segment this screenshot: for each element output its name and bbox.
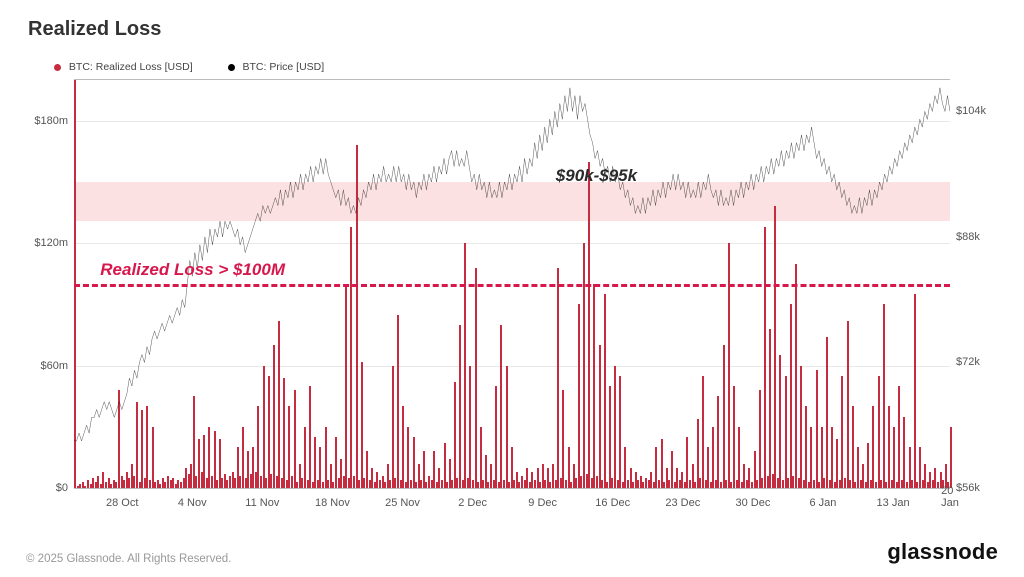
brand-logo: glassnode bbox=[887, 539, 998, 565]
y-left-label: $180m bbox=[26, 115, 68, 127]
y-right-label: $104k bbox=[956, 105, 998, 117]
y-right-label: $88k bbox=[956, 231, 998, 243]
y-right-label: $56k bbox=[956, 482, 998, 494]
x-label: 23 Dec bbox=[665, 497, 700, 509]
x-label: 20 Jan bbox=[941, 485, 959, 509]
x-label: 6 Jan bbox=[810, 497, 837, 509]
legend-swatch-price bbox=[228, 64, 235, 71]
x-label: 28 Oct bbox=[106, 497, 138, 509]
x-label: 25 Nov bbox=[385, 497, 420, 509]
legend-item-price: BTC: Price [USD] bbox=[228, 61, 341, 73]
threshold-line bbox=[74, 284, 950, 287]
x-label: 11 Nov bbox=[245, 497, 279, 509]
legend-label-loss: BTC: Realized Loss [USD] bbox=[69, 61, 193, 73]
legend-swatch-loss bbox=[54, 64, 61, 71]
band-annotation: $90k-$95k bbox=[556, 166, 637, 186]
chart-title: Realized Loss bbox=[28, 18, 998, 41]
x-label: 16 Dec bbox=[595, 497, 630, 509]
legend-item-loss: BTC: Realized Loss [USD] bbox=[54, 61, 212, 73]
x-label: 13 Jan bbox=[877, 497, 910, 509]
copyright-text: © 2025 Glassnode. All Rights Reserved. bbox=[26, 553, 231, 565]
threshold-annotation: Realized Loss > $100M bbox=[100, 260, 285, 280]
x-label: 4 Nov bbox=[178, 497, 207, 509]
chart-area: $0$60m$120m$180m$56k$72k$88k$104kRealize… bbox=[74, 79, 950, 509]
y-left-label: $60m bbox=[26, 360, 68, 372]
x-label: 18 Nov bbox=[315, 497, 350, 509]
y-left-label: $120m bbox=[26, 237, 68, 249]
x-label: 2 Dec bbox=[458, 497, 487, 509]
plot-area: $0$60m$120m$180m$56k$72k$88k$104kRealize… bbox=[74, 79, 950, 489]
legend-label-price: BTC: Price [USD] bbox=[242, 61, 324, 73]
legend: BTC: Realized Loss [USD] BTC: Price [USD… bbox=[54, 61, 998, 73]
x-label: 30 Dec bbox=[735, 497, 770, 509]
x-label: 9 Dec bbox=[528, 497, 557, 509]
y-right-label: $72k bbox=[956, 356, 998, 368]
y-left-label: $0 bbox=[26, 482, 68, 494]
